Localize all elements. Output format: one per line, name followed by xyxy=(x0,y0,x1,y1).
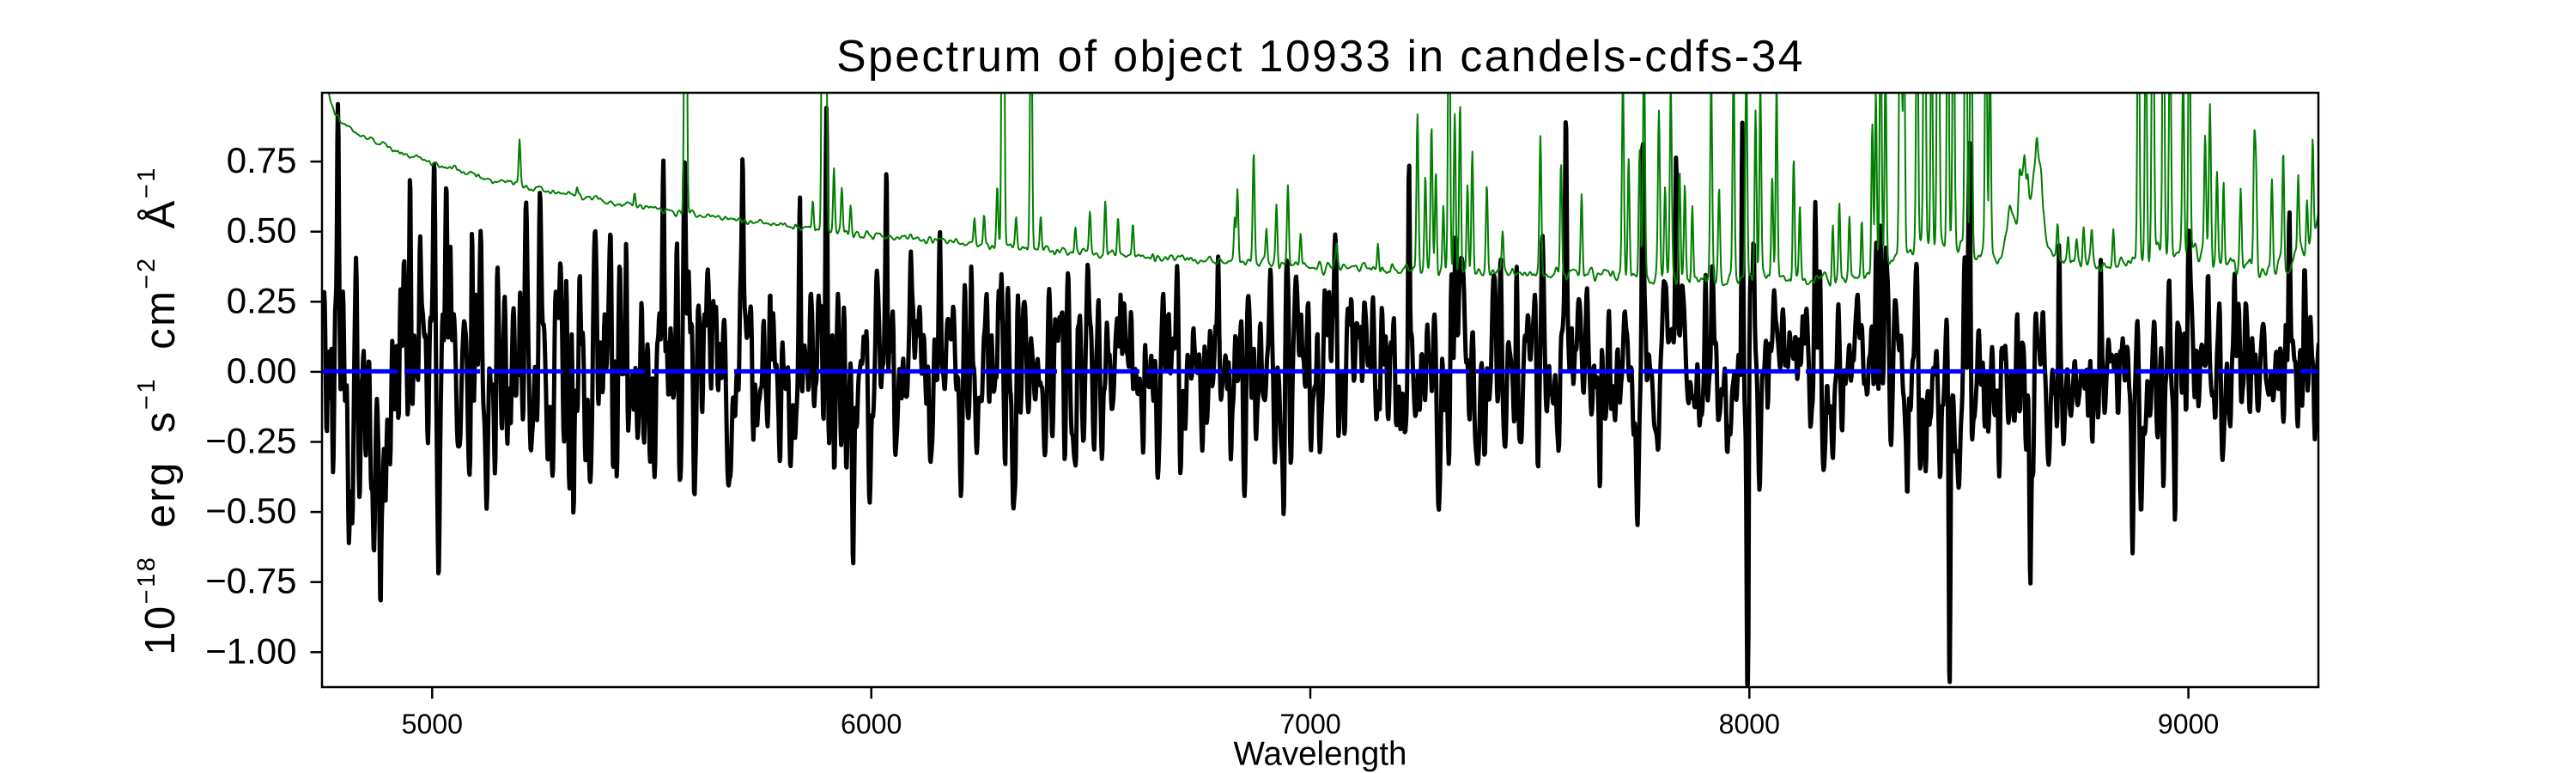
svg-text:8000: 8000 xyxy=(1719,709,1780,740)
svg-text:5000: 5000 xyxy=(402,709,463,740)
svg-text:−1.00: −1.00 xyxy=(205,630,296,671)
svg-text:Spectrum of object 10933 in ca: Spectrum of object 10933 in candels-cdfs… xyxy=(836,31,1805,81)
svg-text:6000: 6000 xyxy=(841,709,902,740)
svg-text:9000: 9000 xyxy=(2158,709,2219,740)
svg-text:Wavelength: Wavelength xyxy=(1234,735,1407,772)
svg-text:−0.25: −0.25 xyxy=(205,421,296,461)
svg-text:0.75: 0.75 xyxy=(227,140,297,180)
svg-text:0.00: 0.00 xyxy=(227,350,297,391)
svg-text:0.25: 0.25 xyxy=(227,280,297,320)
svg-text:7000: 7000 xyxy=(1279,709,1340,740)
svg-text:0.50: 0.50 xyxy=(227,210,297,251)
svg-text:−0.50: −0.50 xyxy=(205,490,296,531)
svg-text:−0.75: −0.75 xyxy=(205,561,296,601)
